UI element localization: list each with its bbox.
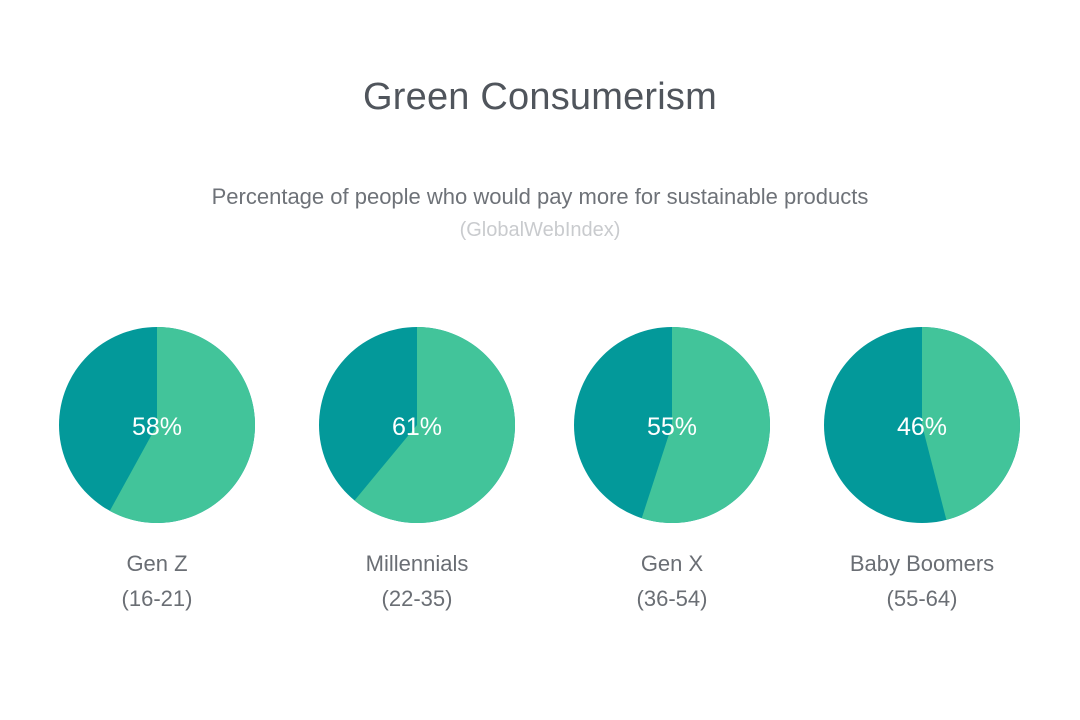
pie-range-label: (55-64)	[887, 586, 958, 611]
chart-subtitle: Percentage of people who would pay more …	[211, 184, 869, 209]
pie-slice-value	[354, 327, 515, 523]
pie-value-label: 58%	[132, 413, 182, 441]
chart-title: Green Consumerism	[363, 76, 717, 118]
pie-gen-x: 55% Gen X (36-54)	[574, 327, 771, 611]
pie-value-label: 61%	[392, 413, 442, 441]
pie-millennials: 61% Millennials (22-35)	[319, 327, 515, 611]
chart-source: (GlobalWebIndex)	[459, 219, 621, 241]
pie-category-label: Baby Boomers	[850, 551, 994, 576]
pie-gen-z: 58% Gen Z (16-21)	[59, 327, 255, 611]
pie-slice-value	[641, 327, 771, 523]
pie-baby-boomers: 46% Baby Boomers (55-64)	[824, 327, 1020, 611]
pie-slice-value	[109, 327, 255, 523]
pie-range-label: (16-21)	[122, 586, 193, 611]
pie-category-label: Gen X	[641, 551, 704, 576]
pie-category-label: Gen Z	[126, 551, 187, 576]
pie-value-label: 46%	[897, 413, 947, 441]
pie-range-label: (36-54)	[637, 586, 708, 611]
pie-value-label: 55%	[647, 413, 697, 441]
pie-slice-value	[922, 327, 1020, 520]
pie-category-label: Millennials	[366, 551, 469, 576]
pie-range-label: (22-35)	[382, 586, 453, 611]
